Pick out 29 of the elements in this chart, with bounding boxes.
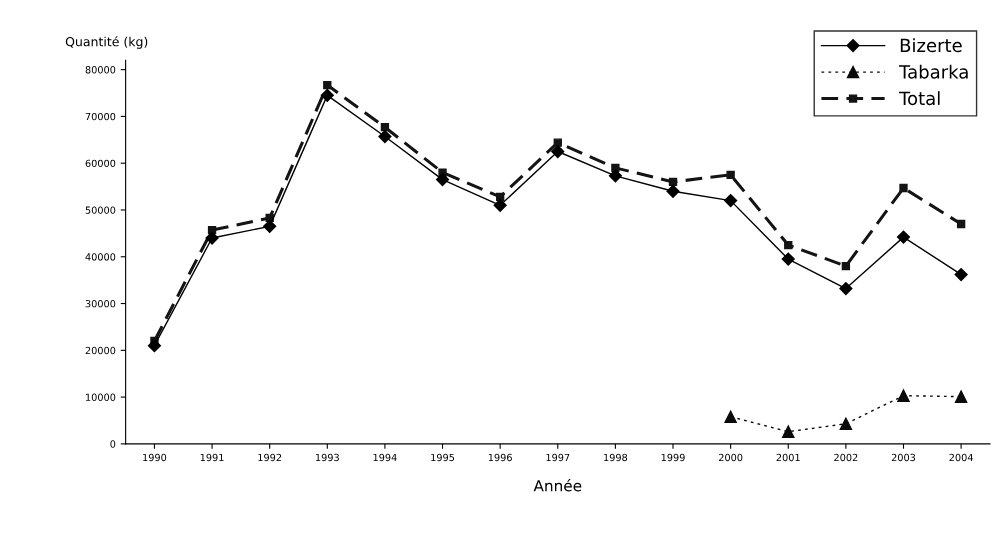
y-axis-title: Quantité (kg): [65, 36, 148, 49]
y-tick-label: 10000: [86, 393, 116, 401]
x-tick-label: 1998: [604, 453, 628, 462]
y-tick-label: 70000: [85, 112, 116, 121]
legend-label: Bizerte: [900, 38, 962, 53]
x-tick-label: 1994: [373, 453, 397, 462]
x-tick-label: 1993: [315, 453, 339, 462]
x-tick-label: 1990: [143, 453, 167, 462]
legend-label: Tabarka: [899, 64, 968, 79]
x-tick-label: 2003: [891, 453, 916, 462]
x-tick-label: 1997: [546, 453, 570, 462]
x-tick-label: 1996: [488, 453, 512, 462]
x-tick-label: 1995: [431, 453, 455, 462]
x-axis-title: Année: [533, 479, 582, 492]
y-tick-label: 60000: [85, 159, 116, 168]
y-tick-label: 30000: [85, 300, 116, 308]
x-tick-label: 1992: [258, 453, 282, 462]
x-tick-label: 2001: [776, 453, 800, 462]
x-tick-label: 2004: [949, 453, 973, 462]
y-tick-label: 20000: [85, 346, 116, 355]
y-tick-label: 0: [110, 440, 116, 448]
x-tick-label: 1999: [661, 453, 685, 462]
x-tick-label: 1991: [200, 453, 224, 462]
x-tick-label: 2000: [718, 453, 743, 462]
y-tick-label: 80000: [85, 66, 116, 74]
y-tick-label: 50000: [85, 206, 116, 214]
x-tick-label: 2002: [834, 453, 858, 462]
legend-label: Total: [899, 91, 940, 106]
y-tick-label: 40000: [85, 253, 116, 261]
